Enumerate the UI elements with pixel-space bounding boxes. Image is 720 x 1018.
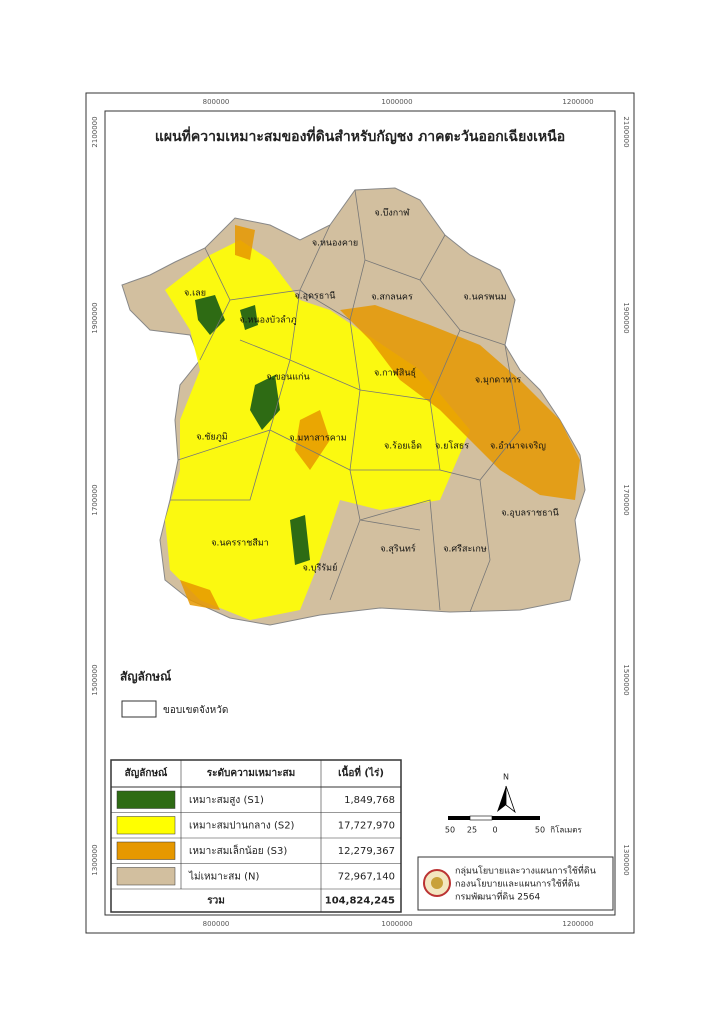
province-label: จ.ชัยภูมิ <box>196 432 227 443</box>
scale-seg <box>448 816 470 820</box>
scale-label: 0 <box>492 826 497 835</box>
legend-boundary: ขอบเขตจังหวัด <box>163 705 228 716</box>
table-header: สัญลักษณ์ <box>125 767 168 779</box>
scale-label: 50 <box>445 826 455 835</box>
province-label: จ.นครราชสีมา <box>211 538 269 549</box>
credit: กลุ่มนโยบายและวางแผนการใช้ที่ดินกองนโยบา… <box>455 864 596 903</box>
arrow-left <box>497 786 506 812</box>
province-label: จ.หนองบัวลำภู <box>239 315 296 326</box>
credit-line: กลุ่มนโยบายและวางแผนการใช้ที่ดิน <box>455 864 596 877</box>
swatch <box>116 867 176 886</box>
province-label: จ.ศรีสะเกษ <box>443 544 487 555</box>
province-label: จ.อุบลราชธานี <box>501 508 558 519</box>
coord-label-left: 1500000 <box>91 664 99 695</box>
coord-label-right: 1500000 <box>622 664 630 695</box>
total-label: รวม <box>207 896 225 907</box>
row-label: เหมาะสมปานกลาง (S2) <box>189 820 295 831</box>
coord-label-top: 1000000 <box>381 98 412 106</box>
coord-label-right: 1700000 <box>622 484 630 515</box>
row-area: 1,849,768 <box>344 795 395 806</box>
map-frame <box>104 110 616 916</box>
north-arrow: N <box>497 773 516 814</box>
province-label: จ.อุดรธานี <box>295 291 336 302</box>
scale-bar: กิโลเมตร 50 25 0 50 <box>445 815 582 835</box>
credit-line: กองนโยบายและแผนการใช้ที่ดิน <box>455 877 580 890</box>
province-label: จ.อำนาจเจริญ <box>490 441 546 452</box>
boundary-swatch <box>121 700 157 718</box>
coord-label-top: 1200000 <box>562 98 593 106</box>
scale-unit: กิโลเมตร <box>550 825 582 835</box>
scale-seg <box>469 815 493 821</box>
coord-label-left: 2100000 <box>91 116 99 147</box>
coord-label-bottom: 1200000 <box>562 920 593 928</box>
table-header: เนื้อที่ (ไร่) <box>338 765 384 779</box>
scale-label: 25 <box>467 826 477 835</box>
outer-frame <box>85 92 635 934</box>
coord-label-left: 1300000 <box>91 844 99 875</box>
logo-center <box>431 877 443 889</box>
province-label: จ.นครพนม <box>463 293 506 303</box>
total-area: 104,824,245 <box>325 896 395 907</box>
coord-label-right: 2100000 <box>622 116 630 147</box>
arrow-right <box>505 785 516 814</box>
s1-patch <box>195 295 310 565</box>
coord-label-left: 1700000 <box>91 484 99 515</box>
row-label: เหมาะสมเล็กน้อย (S3) <box>189 843 287 857</box>
map-title: แผนที่ความเหมาะสมของที่ดินสำหรับกัญชง ภา… <box>155 126 565 145</box>
map <box>121 187 586 626</box>
province-label: จ.สกลนคร <box>371 293 413 303</box>
province-label: จ.หนองคาย <box>312 239 358 249</box>
province-label: จ.มุกดาหาร <box>475 376 521 386</box>
coord-label-bottom: 800000 <box>203 920 230 928</box>
scale-seg <box>492 816 540 820</box>
swatch <box>116 841 176 860</box>
province-label: จ.ยโสธร <box>435 441 469 452</box>
province-boundaries <box>170 189 521 613</box>
province-label: จ.กาฬสินธุ์ <box>374 367 416 379</box>
coord-label-bottom: 1000000 <box>381 920 412 928</box>
province-label: จ.ร้อยเอ็ด <box>384 439 422 452</box>
row-area: 12,279,367 <box>338 846 395 857</box>
area-table: สัญลักษณ์ ระดับความเหมาะสม เนื้อที่ (ไร่) เ… <box>110 759 402 913</box>
row-label: ไม่เหมาะสม (N) <box>188 870 259 882</box>
s3-area <box>340 305 580 500</box>
coord-label-left: 1900000 <box>91 302 99 333</box>
province-label: จ.เลย <box>184 289 206 299</box>
credit-line: กรมพัฒนาที่ดิน 2564 <box>455 890 540 903</box>
row-area: 72,967,140 <box>338 871 395 882</box>
province-label: จ.บุรีรัมย์ <box>303 562 338 574</box>
province-label: จ.ขอนแก่น <box>266 373 309 383</box>
province-label: จ.บึงกาฬ <box>375 208 411 219</box>
row-label: เหมาะสมสูง (S1) <box>189 795 264 806</box>
north-label: N <box>503 773 509 782</box>
province-label: จ.มหาสารคาม <box>289 434 347 444</box>
swatch <box>116 816 176 835</box>
table-header: ระดับความเหมาะสม <box>207 767 295 779</box>
coord-label-right: 1900000 <box>622 302 630 333</box>
coord-label-top: 800000 <box>203 98 230 106</box>
scale-label: 50 <box>535 826 545 835</box>
table-frame <box>110 759 402 913</box>
legend-title: สัญลักษณ์ <box>120 670 171 684</box>
coord-label-right: 1300000 <box>622 844 630 875</box>
swatch <box>116 790 176 809</box>
province-label: จ.สุรินทร์ <box>380 543 416 555</box>
row-area: 17,727,970 <box>338 820 395 831</box>
